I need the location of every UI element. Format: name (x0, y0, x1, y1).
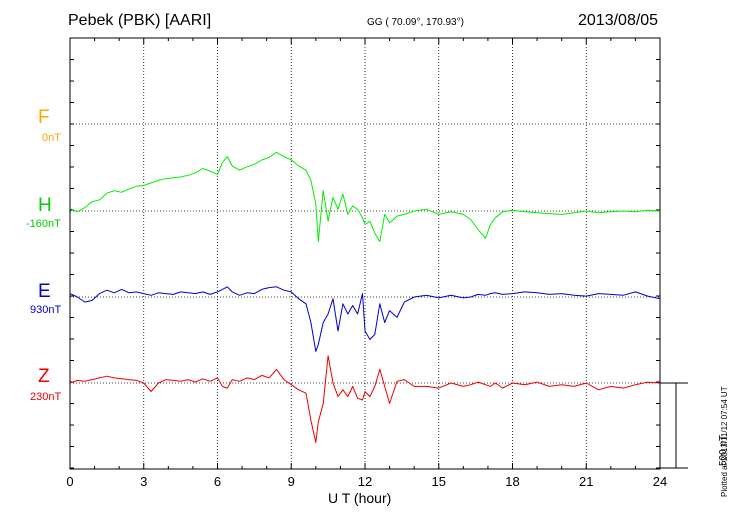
date-label: 2013/08/05 (578, 12, 659, 29)
station-coordinates: GG ( 70.09°, 170.93°) (367, 17, 464, 28)
x-tick-label: 18 (505, 474, 519, 489)
station-title: Pebek (PBK) [AARI] (68, 12, 212, 29)
series-z-line (69, 355, 661, 443)
scale-bar (660, 382, 688, 469)
x-tick-label: 12 (358, 474, 372, 489)
channel-z-baseline: 230nT (30, 391, 62, 403)
grid-lines (70, 38, 660, 469)
x-axis-label: U T (hour) (328, 490, 392, 506)
channel-f-name: F (38, 107, 50, 128)
series-e-line (69, 286, 661, 352)
series-h-line (69, 151, 661, 243)
x-tick-label: 15 (432, 474, 446, 489)
channel-e-baseline: 930nT (30, 304, 62, 316)
channel-f-baseline: 0nT (42, 132, 61, 144)
series-lines (69, 151, 661, 443)
channel-h-baseline: -160nT (26, 218, 61, 230)
x-tick-label: 0 (66, 474, 73, 489)
x-tick-label: 3 (140, 474, 147, 489)
channel-z-name: Z (38, 366, 50, 387)
x-tick-label: 9 (288, 474, 295, 489)
plotted-timestamp: Plotted at 2013/11/12 07:54 UT (720, 386, 729, 497)
channel-e-name: E (38, 281, 51, 302)
axis-ticks: 0 3 6 9 12 15 18 21 24 (66, 38, 667, 489)
x-tick-label: 6 (214, 474, 221, 489)
channel-h-name: H (38, 195, 52, 216)
x-tick-label: 24 (653, 474, 667, 489)
x-tick-label: 21 (579, 474, 593, 489)
